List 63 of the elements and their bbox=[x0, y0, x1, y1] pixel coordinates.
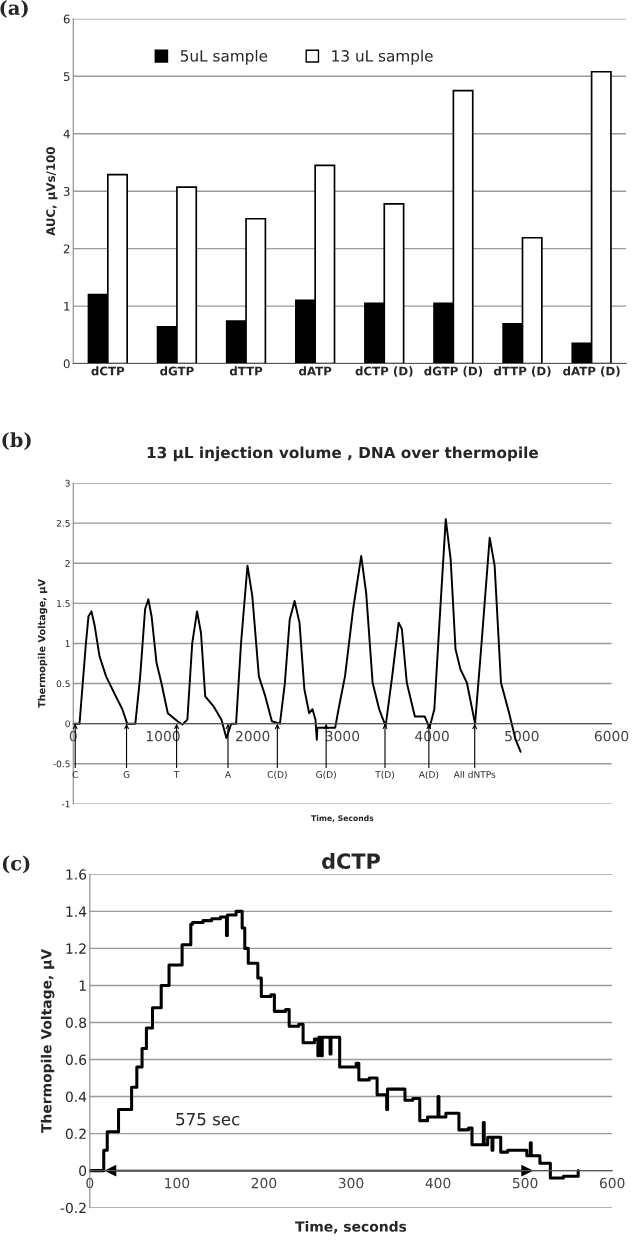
annotation: G(D) bbox=[316, 770, 336, 779]
y-axis-title: AUC, μVs/100 bbox=[46, 147, 58, 236]
text: (b) bbox=[2, 432, 31, 450]
x-tick-label: dGTP bbox=[160, 366, 194, 376]
y-tick-label: 0 bbox=[79, 1165, 87, 1177]
y-tick-label: 0.6 bbox=[65, 1054, 87, 1065]
y-tick-label: 5 bbox=[63, 72, 70, 81]
chart-title: 13 μL injection volume , DNA over thermopile bbox=[147, 446, 538, 462]
y-tick-label: 1.4 bbox=[66, 906, 87, 917]
x-tick-label: dTTP (D) bbox=[493, 366, 551, 377]
annotation: T bbox=[173, 771, 180, 778]
x-tick-label: dGTP (D) bbox=[424, 366, 483, 377]
annotation: A(D) bbox=[418, 770, 439, 779]
annotation: All dNTPs bbox=[453, 770, 496, 778]
x-tick-label: dCTP (D) bbox=[355, 366, 413, 377]
y-tick-label: 6 bbox=[63, 14, 70, 24]
annotation: A bbox=[224, 771, 232, 778]
y-tick-label: 3 bbox=[63, 186, 70, 196]
y-tick-label: -0.5 bbox=[53, 760, 70, 768]
y-tick-label: 2 bbox=[63, 244, 70, 254]
annotation: G bbox=[123, 771, 130, 778]
x-tick-label: 300 bbox=[338, 1177, 364, 1189]
x-tick-label: 600 bbox=[599, 1177, 625, 1189]
y-tick-label: 0.5 bbox=[56, 680, 70, 688]
y-tick-label: 3 bbox=[65, 479, 70, 487]
x-tick-label: 6000 bbox=[594, 730, 629, 742]
text: 575 sec bbox=[176, 1113, 240, 1126]
x-tick-label: 400 bbox=[425, 1177, 451, 1189]
y-tick-label: -0.2 bbox=[60, 1202, 86, 1214]
x-tick-label: 2000 bbox=[236, 730, 270, 742]
y-tick-label: 4 bbox=[63, 129, 70, 139]
x-axis-title: Time, seconds bbox=[295, 1221, 407, 1234]
x-tick-label: dATP (D) bbox=[563, 366, 620, 377]
x-tick-label: dTTP bbox=[229, 366, 263, 376]
annotation: C(D) bbox=[267, 770, 287, 779]
y-axis-title: Thermopile Voltage, μV bbox=[40, 949, 55, 1133]
y-tick-label: 1 bbox=[79, 980, 86, 991]
y-tick-label: 1 bbox=[65, 640, 70, 647]
x-tick-label: 200 bbox=[251, 1177, 277, 1189]
y-tick-label: 0.8 bbox=[65, 1017, 87, 1028]
x-tick-label: 500 bbox=[512, 1177, 538, 1189]
y-axis-title: Thermopile Voltage, μV bbox=[37, 579, 48, 708]
legend-label: 5uL sample bbox=[180, 49, 268, 65]
chart-title: dCTP bbox=[322, 852, 380, 870]
y-tick-label: 0 bbox=[65, 720, 70, 728]
y-tick-label: 1.5 bbox=[57, 600, 70, 607]
text: (a) bbox=[0, 0, 28, 18]
annotation: C bbox=[72, 771, 78, 778]
x-tick-label: 100 bbox=[165, 1177, 190, 1189]
y-tick-label: 0.4 bbox=[65, 1091, 87, 1103]
y-tick-label: 0.2 bbox=[65, 1128, 86, 1140]
y-tick-label: 2.5 bbox=[56, 519, 70, 527]
legend-label: 13 uL sample bbox=[332, 49, 433, 65]
y-tick-label: 1.2 bbox=[66, 943, 86, 954]
x-tick-label: dCTP bbox=[91, 366, 125, 376]
y-tick-label: 1 bbox=[64, 301, 70, 311]
y-tick-label: 0 bbox=[63, 359, 70, 369]
text: (c) bbox=[2, 855, 30, 874]
y-tick-label: -1 bbox=[61, 800, 70, 808]
x-tick-label: dATP bbox=[299, 366, 332, 376]
annotation: T(D) bbox=[375, 770, 394, 779]
y-tick-label: 2 bbox=[65, 560, 70, 567]
y-tick-label: 1.6 bbox=[66, 869, 87, 880]
